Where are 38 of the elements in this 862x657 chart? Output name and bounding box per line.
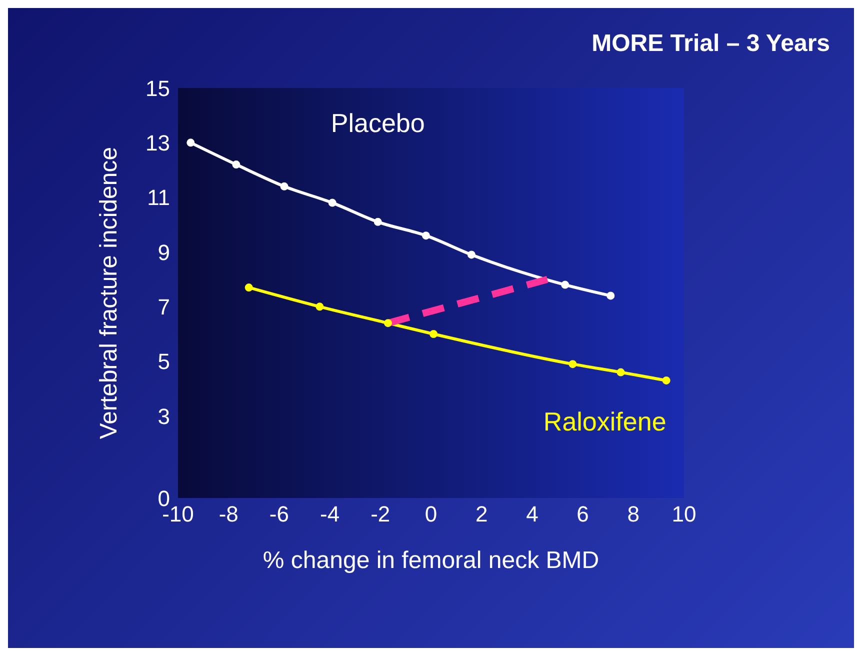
x-tick-label: -8: [218, 502, 238, 527]
point: [561, 280, 570, 289]
point: [316, 302, 324, 311]
point: [244, 284, 253, 292]
y-tick-label: 9: [158, 240, 170, 265]
point: [232, 160, 240, 169]
point: [186, 138, 195, 147]
y-tick-label: 15: [146, 76, 170, 101]
x-axis-title: % change in femoral neck BMD: [262, 547, 600, 574]
x-tick-label: -6: [269, 502, 289, 527]
x-tick-label: -4: [320, 502, 340, 527]
x-tick-label: 4: [526, 502, 538, 527]
y-tick-label: 3: [158, 404, 170, 429]
x-tick-label: 0: [424, 502, 438, 527]
point: [662, 376, 670, 384]
y-tick-label: 5: [158, 349, 170, 374]
y-axis-title: Vertebral fracture incidence: [96, 146, 123, 440]
point: [606, 292, 615, 300]
point: [280, 182, 288, 190]
point: [467, 250, 476, 259]
point: [328, 198, 336, 207]
x-tick-label: 10: [672, 502, 696, 527]
point: [430, 330, 438, 338]
point: [616, 368, 625, 376]
point: [384, 319, 392, 328]
text: Placebo: [330, 108, 425, 138]
x-tick-label: 8: [627, 502, 640, 527]
point: [568, 360, 577, 368]
chart-title: MORE Trial – 3 Years: [592, 30, 830, 58]
x-tick-label: -2: [370, 502, 390, 527]
point: [374, 218, 382, 226]
y-tick-label: 11: [147, 185, 170, 210]
y-tick-label: 13: [146, 130, 170, 156]
x-tick-label: 2: [475, 502, 488, 527]
y-tick-label: 7: [158, 294, 170, 320]
series-label: Raloxifene: [543, 406, 666, 436]
x-tick-label: 6: [576, 502, 589, 527]
point: [422, 232, 430, 240]
